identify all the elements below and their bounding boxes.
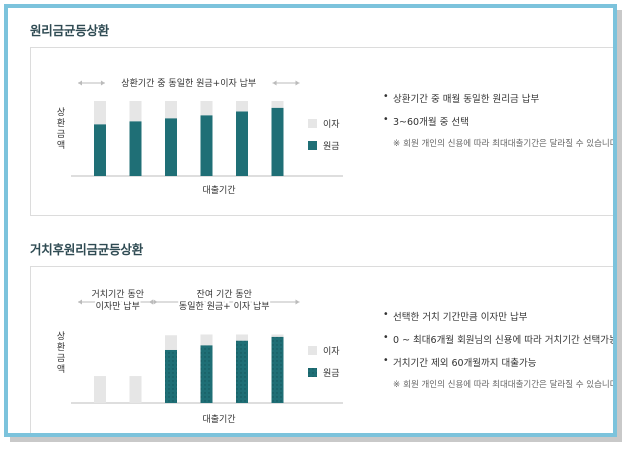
frame-shadow-right bbox=[617, 10, 622, 440]
phase-arrow-right-head bbox=[295, 299, 300, 305]
bar-principal bbox=[200, 345, 213, 403]
bar-interest bbox=[94, 376, 106, 403]
bullet-item: 선택한 거치 기간만큼 이자만 납부 bbox=[383, 309, 613, 323]
phase-arrow-right-head bbox=[295, 80, 300, 86]
bar-interest bbox=[165, 101, 177, 119]
bar-principal bbox=[165, 118, 177, 176]
bar-interest bbox=[129, 376, 142, 403]
phase-label: 거치기간 동안 bbox=[91, 288, 144, 300]
note-text: 회원 개인의 신용에 따라 최대대출기간은 달라질 수 있습니다. bbox=[383, 378, 613, 390]
bar-interest bbox=[236, 334, 248, 341]
x-axis-label: 대출기간 bbox=[202, 414, 235, 425]
bar-principal bbox=[236, 340, 248, 403]
x-axis-label: 대출기간 bbox=[202, 185, 235, 196]
bar-interest bbox=[271, 334, 284, 337]
section-title-equal-installment: 원리금균등상환 bbox=[30, 23, 110, 38]
phase-arrow-left-head bbox=[78, 80, 82, 86]
phase-arrow-left-head bbox=[272, 80, 277, 86]
y-axis-label: 액 bbox=[57, 363, 65, 375]
bullets-deferred-installment: 선택한 거치 기간만큼 이자만 납부 0 ~ 최대6개월 회원님의 신용에 따라… bbox=[383, 309, 613, 390]
legend-swatch-principal bbox=[308, 368, 317, 377]
phase-label: 동일한 원금+ 이자 납부 bbox=[179, 301, 270, 312]
frame-shadow-bottom bbox=[10, 437, 622, 442]
y-axis-label: 액 bbox=[57, 139, 65, 151]
phase-arrow-right-head bbox=[100, 80, 105, 86]
legend-swatch-interest bbox=[308, 119, 317, 128]
bar-interest bbox=[271, 101, 284, 108]
y-axis-label: 상 bbox=[57, 331, 65, 342]
legend-swatch-interest bbox=[308, 346, 317, 355]
bar-interest bbox=[200, 101, 213, 116]
bullet-item: 3~60개월 중 선택 bbox=[383, 114, 613, 128]
bar-principal bbox=[236, 111, 248, 176]
phase-arrow-left-head bbox=[149, 299, 153, 305]
bar-principal bbox=[129, 121, 142, 176]
section-title-deferred-installment: 거치후원리금균등상환 bbox=[30, 242, 144, 257]
legend-label-principal: 원금 bbox=[323, 368, 340, 379]
y-axis-label: 환 bbox=[57, 117, 65, 129]
bar-principal bbox=[200, 115, 213, 176]
bullet-item: 상환기간 중 매월 동일한 원리금 납부 bbox=[383, 91, 613, 105]
phase-arrow-left-head bbox=[78, 299, 82, 305]
bullet-item: 0 ~ 최대6개월 회원님의 신용에 따라 거치기간 선택가능 bbox=[383, 332, 613, 346]
bar-principal bbox=[94, 124, 106, 176]
note-text: 회원 개인의 신용에 따라 최대대출기간은 달라질 수 있습니다. bbox=[383, 137, 613, 149]
y-axis-label: 금 bbox=[57, 353, 65, 364]
legend-label-interest: 이자 bbox=[323, 346, 340, 357]
legend-label-interest: 이자 bbox=[323, 119, 340, 130]
legend-label-principal: 원금 bbox=[323, 141, 340, 152]
y-axis-label: 환 bbox=[57, 341, 65, 353]
phase-label: 이자만 납부 bbox=[96, 301, 140, 312]
bar-principal bbox=[165, 349, 177, 403]
bar-principal bbox=[271, 336, 284, 403]
bar-principal bbox=[271, 107, 284, 176]
bar-interest bbox=[94, 101, 106, 125]
legend-swatch-principal bbox=[308, 141, 317, 150]
y-axis-label: 금 bbox=[57, 129, 65, 140]
bullets-equal-installment: 상환기간 중 매월 동일한 원리금 납부 3~60개월 중 선택 회원 개인의 … bbox=[383, 91, 613, 149]
bar-interest bbox=[236, 101, 248, 112]
bar-interest bbox=[165, 335, 177, 350]
y-axis-label: 상 bbox=[57, 107, 65, 118]
phase-label: 상환기간 중 동일한 원금+이자 납부 bbox=[121, 77, 256, 89]
bar-interest bbox=[129, 101, 142, 122]
bullet-item: 거치기간 제외 60개월까지 대출가능 bbox=[383, 355, 613, 369]
phase-label: 잔여 기간 동안 bbox=[197, 288, 252, 300]
bar-interest bbox=[200, 334, 213, 346]
